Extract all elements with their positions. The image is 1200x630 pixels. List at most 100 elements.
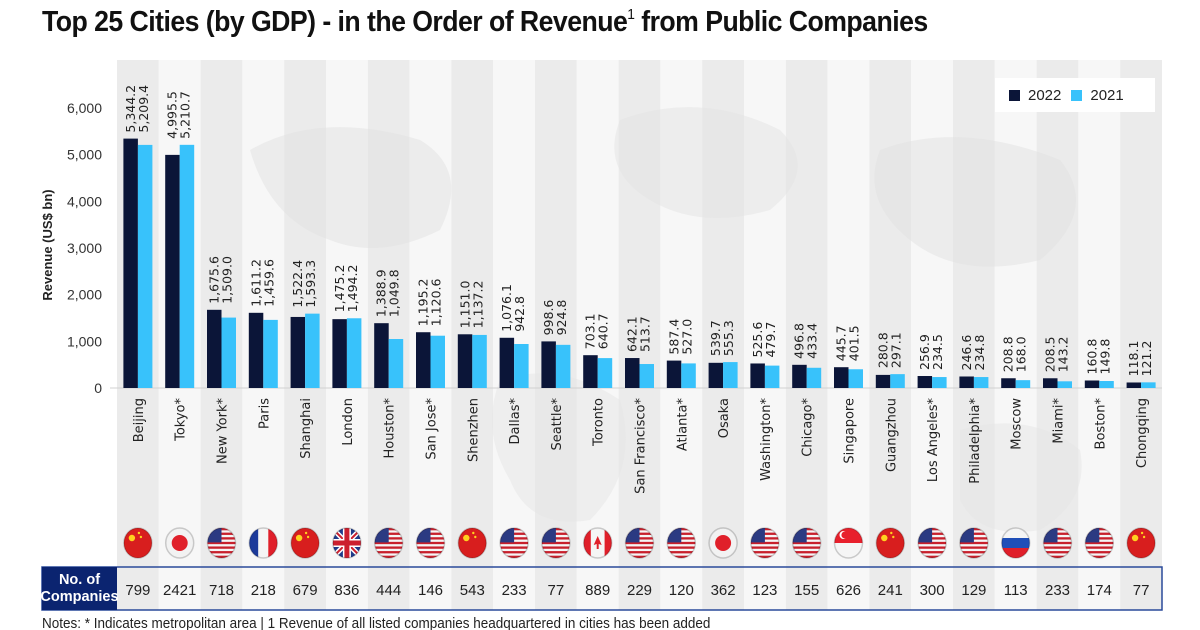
bar-2022 <box>583 355 598 388</box>
value-label-2021: 433.4 <box>805 323 820 359</box>
companies-count: 77 <box>548 582 565 599</box>
footnote: Notes: * Indicates metropolitan area | 1… <box>42 615 711 630</box>
value-label-2021: 527.0 <box>679 319 694 355</box>
china-flag-icon <box>876 528 905 558</box>
value-label-2022: 208.8 <box>1001 336 1016 372</box>
value-label-2021: 1,509.0 <box>220 256 235 304</box>
bar-2021 <box>973 377 989 388</box>
x-tick-label: Singapore <box>843 398 858 464</box>
value-label-2022: 1,475.2 <box>332 265 347 313</box>
companies-count: 218 <box>251 582 276 599</box>
companies-count: 146 <box>418 582 443 599</box>
value-label-2021: 479.7 <box>763 322 778 358</box>
value-label-2022: 1,388.9 <box>374 269 389 317</box>
x-tick-label: Moscow <box>1010 398 1025 450</box>
bar-2021 <box>1057 381 1072 388</box>
value-label-2021: 1,593.3 <box>303 260 318 308</box>
flag-rim <box>164 527 195 559</box>
y-tick-label: 6,000 <box>67 100 102 116</box>
value-label-2022: 998.6 <box>541 300 556 336</box>
value-label-2021: 1,494.2 <box>345 265 360 313</box>
usa-flag-icon <box>918 528 947 558</box>
value-label-2022: 208.5 <box>1043 336 1058 372</box>
value-label-2021: 1,137.2 <box>470 281 485 329</box>
bar-2022 <box>290 316 306 388</box>
x-tick-label: Atlanta* <box>675 398 690 452</box>
y-tick-label: 4,000 <box>67 193 102 209</box>
legend-label-2021: 2021 <box>1090 86 1124 104</box>
bar-2021 <box>1141 382 1156 388</box>
chart-title-tail: from Public Companies <box>634 6 928 38</box>
x-tick-label: Osaka <box>717 398 732 438</box>
value-label-2021: 168.0 <box>1014 336 1029 372</box>
usa-flag-icon <box>1043 528 1072 558</box>
x-tick-label: Beijing <box>132 398 147 442</box>
companies-count: 300 <box>920 582 945 599</box>
value-label-2022: 1,522.4 <box>290 260 305 308</box>
bar-2021 <box>890 374 905 388</box>
companies-count: 362 <box>711 582 736 599</box>
bar-2022 <box>457 334 473 388</box>
bar-2022 <box>625 358 640 388</box>
x-tick-label: Washington* <box>759 398 774 481</box>
bar-2021 <box>430 335 445 388</box>
bar-2021 <box>179 144 195 388</box>
japan-flag-icon <box>165 528 194 558</box>
value-label-2021: 924.8 <box>554 300 569 336</box>
value-label-2022: 1,195.2 <box>416 279 431 327</box>
flag-rim <box>959 527 989 559</box>
bar-2022 <box>1126 382 1142 388</box>
chart-title: Top 25 Cities (by GDP) - in the Order of… <box>42 6 1100 39</box>
bar-2022 <box>1043 378 1058 388</box>
flag-rim <box>750 527 780 559</box>
bar-2021 <box>305 313 320 388</box>
x-tick-label: Shenzhen <box>466 398 481 462</box>
companies-header-cell <box>42 567 117 610</box>
flag-rim <box>248 527 279 559</box>
value-label-2022: 642.1 <box>625 316 640 352</box>
china-flag-icon <box>458 528 487 558</box>
x-tick-label: Tokyo* <box>174 398 189 442</box>
bar-2021 <box>639 364 654 388</box>
usa-flag-icon <box>1085 528 1114 558</box>
bar-2021 <box>137 144 153 388</box>
value-label-2021: 555.3 <box>721 320 736 356</box>
flag-rim <box>1084 527 1115 559</box>
companies-count: 120 <box>669 582 694 599</box>
companies-count: 444 <box>376 582 401 599</box>
china-flag-icon <box>123 528 152 558</box>
x-tick-label: San Francisco* <box>634 398 649 494</box>
value-label-2021: 1,120.6 <box>429 278 444 326</box>
x-tick-label: Boston* <box>1093 398 1108 450</box>
flag-rim <box>1042 527 1073 559</box>
bar-2022 <box>248 312 264 388</box>
value-label-2022: 160.8 <box>1084 339 1099 375</box>
value-label-2022: 539.7 <box>708 320 723 356</box>
bar-2021 <box>1015 380 1031 388</box>
bar-2021 <box>514 344 529 388</box>
bar-2022 <box>374 323 389 388</box>
bar-2021 <box>764 365 780 388</box>
bar-2022 <box>959 376 974 388</box>
chart-title-main: Top 25 Cities (by GDP) - in the Order of… <box>42 6 628 38</box>
value-label-2021: 1,049.8 <box>387 269 402 317</box>
flag-rim <box>415 527 446 559</box>
value-label-2022: 280.8 <box>875 332 890 368</box>
bar-2021 <box>221 317 236 388</box>
flag-rim <box>666 527 697 559</box>
bar-2021 <box>723 362 738 388</box>
companies-count: 233 <box>1045 582 1070 599</box>
x-tick-label: New York* <box>216 398 231 465</box>
companies-count: 889 <box>585 582 610 599</box>
flag-rim <box>1126 527 1156 559</box>
japan-flag-icon <box>709 528 738 558</box>
value-labels: 5,344.25,209.4 4,995.55,210.7 1,675.61,509… <box>123 85 1154 376</box>
value-label-2021: 1,459.6 <box>261 259 276 307</box>
flag-rim <box>624 527 655 559</box>
canada-flag-icon <box>583 528 612 558</box>
value-label-2022: 525.6 <box>750 322 765 358</box>
bar-2021 <box>681 363 696 388</box>
bar-2021 <box>1099 381 1114 388</box>
flag-rim <box>206 527 237 559</box>
flag-rim <box>290 527 320 559</box>
